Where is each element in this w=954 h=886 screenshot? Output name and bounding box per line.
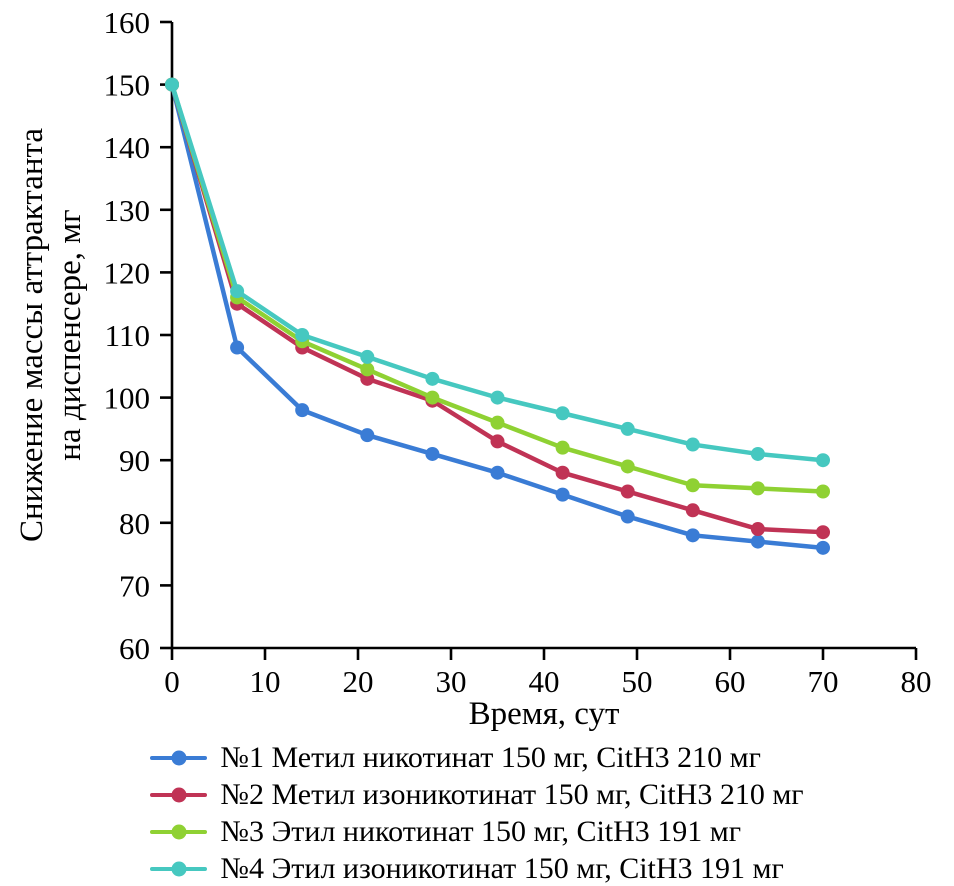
series-point-4	[750, 446, 765, 461]
y-tick-label: 60	[119, 631, 150, 666]
legend-label-1: №1 Метил никотинат 150 мг, CitH3 210 мг	[220, 741, 761, 774]
series-point-2	[816, 525, 830, 540]
series-point-1	[295, 403, 310, 418]
series-point-2	[555, 465, 570, 480]
series-point-1	[425, 446, 440, 461]
x-tick-label: 0	[164, 664, 180, 699]
legend-item-4: №4 Этил изоникотинат 150 мг, CitH3 191 м…	[150, 851, 803, 886]
series-point-3	[816, 484, 830, 499]
series-point-4	[685, 437, 700, 452]
series-point-3	[750, 481, 765, 496]
y-tick-label: 90	[119, 443, 150, 478]
legend-item-3: №3 Этил никотинат 150 мг, CitH3 191 мг	[150, 814, 803, 849]
y-tick-label: 140	[104, 130, 151, 165]
series-point-1	[555, 487, 570, 502]
legend-marker-1-icon	[150, 749, 208, 766]
y-tick-label: 160	[104, 5, 151, 40]
series-line-2	[169, 82, 826, 535]
x-tick-label: 70	[808, 664, 839, 699]
x-axis-label: Время, сут	[469, 696, 620, 732]
legend-item-1: №1 Метил никотинат 150 мг, CitH3 210 мг	[150, 740, 803, 775]
series-point-4	[165, 77, 179, 92]
series-point-4	[620, 421, 635, 436]
series-point-4	[490, 390, 505, 405]
series-point-3	[360, 362, 375, 377]
y-tick-label: 130	[104, 193, 151, 228]
chart-plot-area: 0 10 20 30 40 50 60 70 80 60 70 80 90 100 110 120 130 140…	[104, 5, 932, 699]
series-point-3	[555, 440, 570, 455]
series-line-3	[169, 82, 826, 494]
series-point-3	[425, 390, 440, 405]
x-tick-label: 20	[343, 664, 374, 699]
series-point-4	[295, 328, 310, 342]
series-point-4	[816, 453, 830, 468]
x-tick-label: 10	[250, 664, 281, 699]
y-tick-label: 150	[104, 68, 151, 103]
legend-label-4: №4 Этил изоникотинат 150 мг, CitH3 191 м…	[220, 852, 784, 885]
series-point-1	[620, 509, 635, 524]
y-axis-label-line2: на диспенсере, мг	[52, 209, 88, 460]
y-tick-label: 80	[119, 506, 150, 541]
legend-marker-3-icon	[150, 823, 208, 840]
series-point-4	[555, 406, 570, 421]
x-tick-label: 50	[622, 664, 653, 699]
series-point-4	[360, 349, 375, 364]
chart-legend: №1 Метил никотинат 150 мг, CitH3 210 мг …	[150, 740, 804, 886]
series-point-3	[490, 415, 505, 430]
series-point-4	[425, 371, 440, 386]
y-tick-label: 110	[105, 318, 150, 353]
y-tick-label: 100	[104, 381, 151, 416]
legend-label-3: №3 Этил никотинат 150 мг, CitH3 191 мг	[220, 815, 742, 848]
x-tick-label: 30	[436, 664, 467, 699]
y-tick-label: 120	[104, 255, 151, 290]
x-tick-label: 40	[529, 664, 560, 699]
legend-label-2: №2 Метил изоникотинат 150 мг, CitH3 210 …	[220, 778, 804, 811]
legend-item-2: №2 Метил изоникотинат 150 мг, CitH3 210 …	[150, 777, 804, 812]
y-axis-label-line1: Снижение массы аттрактанта	[14, 128, 50, 542]
series-point-2	[620, 484, 635, 499]
series-point-4	[230, 284, 245, 299]
series-point-2	[750, 522, 765, 537]
series-point-1	[685, 528, 700, 543]
series-point-2	[490, 434, 505, 449]
x-tick-label: 60	[715, 664, 746, 699]
series-point-1	[816, 540, 830, 555]
line-chart: 0 10 20 30 40 50 60 70 80 60 70 80 90 100 110 120 130 140…	[14, 5, 932, 732]
legend-marker-2-icon	[150, 786, 208, 803]
series-point-1	[490, 465, 505, 480]
series-point-1	[750, 534, 765, 549]
series-point-1	[230, 340, 245, 355]
series-point-3	[685, 478, 700, 493]
series-point-3	[620, 459, 635, 474]
y-tick-label: 70	[119, 568, 150, 603]
series-point-1	[360, 428, 375, 443]
legend-marker-4-icon	[150, 860, 208, 877]
series-point-2	[685, 503, 700, 518]
x-tick-label: 80	[901, 664, 932, 699]
